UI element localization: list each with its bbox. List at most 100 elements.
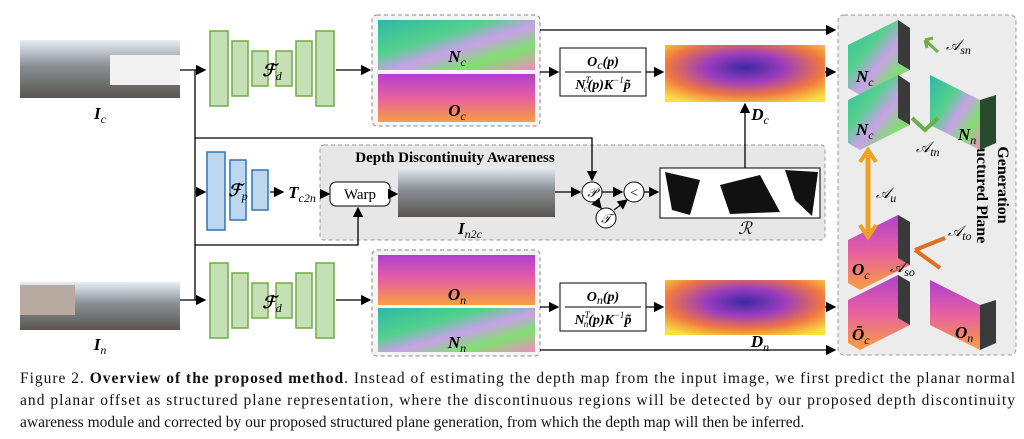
text-part: p̃ (623, 78, 631, 93)
encoder-label: ℱp (228, 181, 247, 203)
text-part: I (93, 335, 102, 354)
text-part: O (587, 55, 597, 70)
shape (315, 30, 335, 107)
text-part: (p) (603, 290, 619, 305)
shape (923, 36, 940, 54)
text-part: n2c (465, 227, 483, 241)
map-label: Oc (448, 101, 466, 123)
warp-label: Warp (344, 187, 376, 203)
text-part: Overview of the proposed method (90, 370, 344, 387)
shape (295, 40, 313, 97)
shape (980, 95, 996, 150)
shape (930, 280, 980, 350)
depth-label: Dn (750, 332, 769, 354)
shape (898, 20, 910, 70)
offset-map (378, 255, 535, 305)
input-label: In (93, 335, 107, 357)
arrows (180, 24, 837, 356)
warped-image (398, 167, 555, 217)
mask-image (665, 170, 818, 216)
text-part: so (904, 265, 915, 279)
text-part: n (100, 343, 106, 357)
block-label: Nc (855, 120, 874, 142)
mask-label: ℛ (738, 219, 753, 238)
shape (613, 199, 629, 211)
text-part: (p)K (588, 313, 615, 328)
text-part: (p) (603, 55, 619, 70)
block-label: Oc (852, 260, 870, 282)
shape (251, 50, 269, 87)
shape (251, 169, 269, 211)
map-label: On (448, 285, 466, 307)
text-part: . Instead of estimating the depth map fr… (344, 370, 1015, 387)
dda-title: Depth Discontinuity Awareness (355, 150, 555, 166)
shape (251, 282, 269, 319)
text-part: N (855, 67, 869, 86)
spg-title: Structured Plane (973, 127, 990, 244)
shape (275, 282, 293, 319)
text-part: c (460, 109, 466, 123)
text-part: O (448, 101, 460, 120)
text-part: N (855, 120, 869, 139)
shape (229, 159, 247, 221)
text-part: c2n (299, 191, 316, 205)
shape (231, 40, 249, 97)
text-part: n (584, 319, 589, 329)
text-part: sn (960, 43, 971, 57)
text-part: tn (930, 145, 939, 159)
formula-denominator: NT c(p)K−1p̃ (574, 75, 631, 94)
shape (898, 215, 910, 265)
depth-map (665, 280, 825, 335)
formula-numerator: On(p) (587, 290, 619, 307)
shape (848, 20, 910, 95)
text-part: −1 (614, 310, 625, 320)
text-part: −1 (613, 75, 624, 85)
shape (195, 137, 598, 182)
text-part: Ō (852, 325, 864, 344)
encoder (206, 30, 335, 339)
encoder-label: ℱd (262, 61, 282, 83)
text-part: n (970, 133, 976, 147)
caption-line: Figure 2. Overview of the proposed metho… (20, 370, 1015, 387)
shape (195, 206, 364, 246)
input-image (20, 285, 75, 315)
shape (209, 30, 229, 107)
text-part: I (93, 104, 102, 123)
text-part: n (967, 331, 973, 345)
text-part: N (574, 78, 586, 93)
text-part: p̃ (623, 313, 631, 328)
text-part: ℱ (262, 293, 279, 312)
text-part: T (585, 310, 591, 320)
shape (910, 116, 940, 133)
formula-numerator: Oc(p) (587, 55, 619, 72)
text-part: ℱ (262, 61, 279, 80)
text-part: O (587, 290, 597, 305)
op-node (595, 207, 617, 229)
text-part: (p)K (588, 78, 615, 93)
shape (930, 75, 980, 150)
text-part: c (763, 113, 769, 127)
shape (848, 275, 910, 350)
depth-label: Dc (750, 105, 769, 127)
shape (591, 197, 602, 209)
caption-line: awareness module and corrected by our pr… (20, 414, 804, 431)
text-part: n (460, 293, 466, 307)
caption-line: and planar offset as structured plane re… (20, 392, 1015, 409)
offset-map (378, 74, 535, 122)
text-part: d (276, 301, 283, 315)
map-label: Nc (447, 47, 466, 69)
pose-label: Tc2n (288, 183, 316, 205)
text-part: D (750, 332, 763, 351)
text-part: I (457, 219, 466, 238)
text-part: c (460, 55, 466, 69)
text-part: n (597, 293, 603, 307)
text-part: O (955, 323, 967, 342)
shape (209, 262, 229, 339)
map-label: Nn (447, 333, 466, 355)
text-part: u (890, 191, 896, 205)
text-part: c (101, 112, 107, 126)
op-label: < (629, 186, 638, 201)
text-part: to (962, 229, 971, 243)
text-part: c (584, 84, 588, 94)
